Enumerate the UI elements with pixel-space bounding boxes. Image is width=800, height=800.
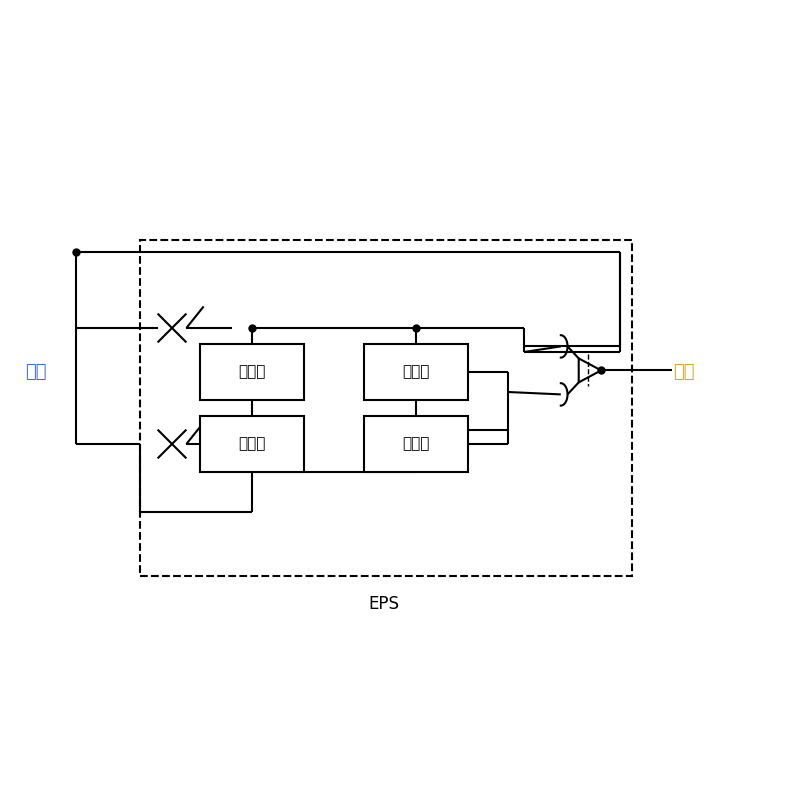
Text: 逆变器: 逆变器 (402, 365, 430, 379)
Text: 输出: 输出 (674, 363, 694, 381)
Bar (200, 416, 304, 472)
Bar (140, 240, 632, 576)
Text: 充电器: 充电器 (238, 365, 266, 379)
Text: 市电: 市电 (26, 363, 46, 381)
Bar (364, 344, 468, 400)
Text: 控制器: 控制器 (402, 437, 430, 451)
Text: 电池组: 电池组 (238, 437, 266, 451)
Bar (200, 344, 304, 400)
Text: EPS: EPS (369, 595, 399, 613)
Bar (364, 416, 468, 472)
